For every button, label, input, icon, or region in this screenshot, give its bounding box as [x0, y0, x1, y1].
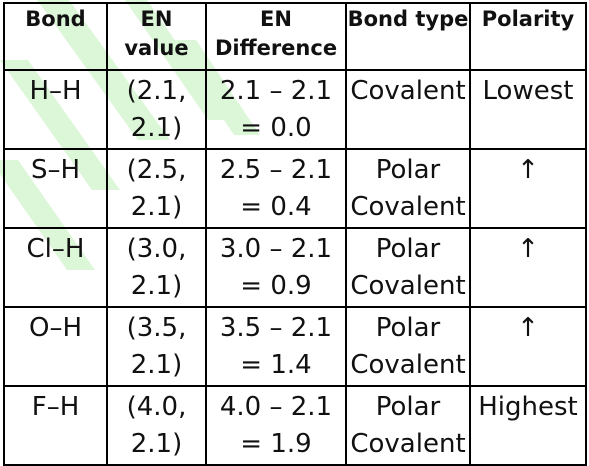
en-value-cell: (3.5, 2.1) — [106, 306, 207, 387]
polarity-cell: Lowest — [469, 69, 587, 150]
bond-type-cell: Polar Covalent — [345, 385, 471, 466]
bond-type-cell: Polar Covalent — [345, 306, 471, 387]
polarity-arrow-cell: ↑ — [469, 227, 587, 308]
bond-type-cell: Polar Covalent — [345, 148, 471, 229]
polarity-arrow-cell: ↑ — [469, 306, 587, 387]
electronegativity-table: Bond EN value EN Difference Bond type Po… — [3, 2, 587, 466]
table-row: F–H (4.0, 2.1) 4.0 – 2.1 = 1.9 Polar Cov… — [3, 385, 587, 466]
en-value-cell: (3.0, 2.1) — [106, 227, 207, 308]
en-difference-cell: 3.5 – 2.1 = 1.4 — [205, 306, 347, 387]
en-difference-cell: 2.5 – 2.1 = 0.4 — [205, 148, 347, 229]
header-en-difference: EN Difference — [205, 2, 347, 71]
bond-type-cell: Polar Covalent — [345, 227, 471, 308]
bond-cell: O–H — [3, 306, 108, 387]
bond-cell: F–H — [3, 385, 108, 466]
header-bond-type: Bond type — [345, 2, 471, 71]
en-difference-cell: 3.0 – 2.1 = 0.9 — [205, 227, 347, 308]
bond-type-cell: Covalent — [345, 69, 471, 150]
bond-cell: H–H — [3, 69, 108, 150]
polarity-cell: Highest — [469, 385, 587, 466]
header-polarity: Polarity — [469, 2, 587, 71]
header-en-value: EN value — [106, 2, 207, 71]
table-row: H–H (2.1, 2.1) 2.1 – 2.1 = 0.0 Covalent … — [3, 69, 587, 150]
en-difference-cell: 4.0 – 2.1 = 1.9 — [205, 385, 347, 466]
en-difference-cell: 2.1 – 2.1 = 0.0 — [205, 69, 347, 150]
bond-cell: S–H — [3, 148, 108, 229]
en-value-cell: (2.5, 2.1) — [106, 148, 207, 229]
en-value-cell: (4.0, 2.1) — [106, 385, 207, 466]
table-row: O–H (3.5, 2.1) 3.5 – 2.1 = 1.4 Polar Cov… — [3, 306, 587, 387]
table-row: S–H (2.5, 2.1) 2.5 – 2.1 = 0.4 Polar Cov… — [3, 148, 587, 229]
bond-cell: Cl–H — [3, 227, 108, 308]
table-row: Cl–H (3.0, 2.1) 3.0 – 2.1 = 0.9 Polar Co… — [3, 227, 587, 308]
en-value-cell: (2.1, 2.1) — [106, 69, 207, 150]
header-row: Bond EN value EN Difference Bond type Po… — [3, 2, 587, 71]
header-bond: Bond — [3, 2, 108, 71]
polarity-arrow-cell: ↑ — [469, 148, 587, 229]
